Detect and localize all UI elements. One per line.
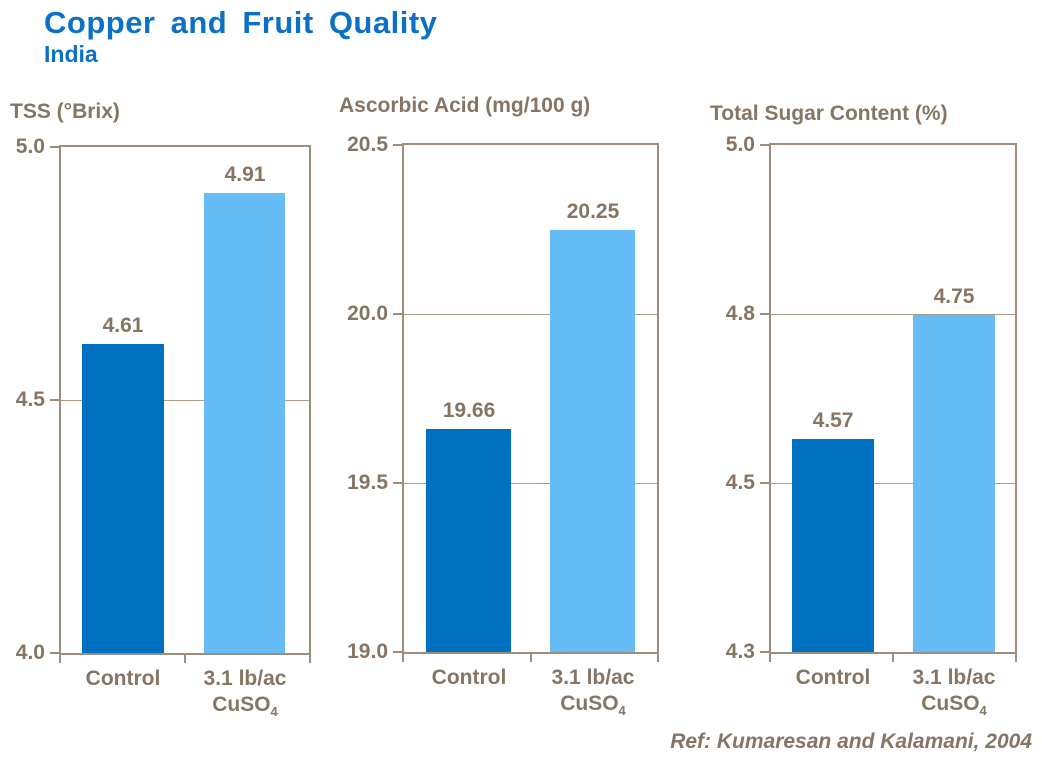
bar-treatment [913, 315, 995, 652]
gridline [771, 483, 1015, 484]
bar-value-label: 4.57 [812, 409, 854, 432]
y-axis-tick [393, 651, 402, 653]
subscript: 4 [618, 703, 626, 719]
page-subtitle: India [44, 41, 98, 67]
category-label-line: CuSO4 [212, 693, 278, 720]
category-label: Control [758, 665, 908, 691]
category-label-line: Control [431, 666, 507, 689]
subscript: 4 [270, 704, 278, 720]
x-axis-tick [657, 652, 659, 662]
y-axis-tick-label: 4.3 [725, 640, 755, 663]
y-axis-tick [393, 313, 402, 315]
y-axis-tick-label: 19.5 [347, 471, 388, 494]
category-label: Control [394, 665, 544, 691]
reference-citation: Ref: Kumaresan and Kalamani, 2004 [670, 730, 1032, 753]
y-axis-tick [50, 399, 59, 401]
y-axis-tick [760, 144, 769, 146]
plot-area: 5.0 4.8 4.5 4.3 4.57 Control 4.75 3.1 lb/ac CuSO… [726, 133, 1017, 717]
x-axis-tick [892, 652, 894, 662]
y-axis-tick [760, 482, 769, 484]
y-axis-tick-label: 20.0 [347, 302, 388, 325]
y-axis-tick [760, 651, 769, 653]
y-axis-tick-label: 4.5 [725, 471, 755, 494]
bar-control [82, 344, 164, 653]
bar-control [792, 439, 874, 652]
y-axis-tick [50, 652, 59, 654]
category-label-line: CuSO4 [560, 692, 626, 719]
x-axis-tick [309, 653, 311, 663]
category-label-line: Control [85, 667, 161, 690]
bar-value-label: 19.66 [442, 399, 496, 422]
chart-title: Ascorbic Acid (mg/100 g) [339, 94, 591, 117]
gridline [404, 483, 657, 484]
x-axis-tick [1015, 652, 1017, 662]
x-axis-tick [59, 653, 61, 663]
gridline [61, 400, 309, 401]
chart-title: TSS (°Brix) [10, 100, 120, 123]
category-label-line: Control [795, 666, 871, 689]
x-axis-tick [530, 652, 532, 662]
x-axis-tick [769, 652, 771, 662]
x-axis-tick [402, 652, 404, 662]
y-axis-tick-label: 4.0 [15, 641, 45, 664]
y-axis-tick-label: 5.0 [725, 133, 755, 156]
category-label: 3.1 lb/ac CuSO4 [879, 665, 1029, 717]
category-label: 3.1 lb/ac CuSO4 [518, 665, 668, 717]
bar-value-label: 4.61 [102, 314, 144, 337]
gridline [771, 314, 1015, 315]
subscript: 4 [979, 703, 987, 719]
category-label-line: 3.1 lb/ac [203, 667, 287, 690]
gridline [404, 314, 657, 315]
y-axis-tick [393, 144, 402, 146]
y-axis-tick-label: 5.0 [15, 135, 45, 158]
plot-area: 5.0 4.5 4.0 4.61 Control 4.91 3.1 lb/ac CuSO4 [16, 135, 311, 718]
y-axis-tick-label: 4.5 [15, 388, 45, 411]
y-axis-tick-label: 19.0 [347, 640, 388, 663]
chart-title: Total Sugar Content (%) [710, 102, 948, 125]
bar-value-label: 4.91 [224, 163, 266, 186]
page-title: Copper and Fruit Quality [44, 5, 438, 40]
bar-control [426, 429, 511, 652]
y-axis-tick-label: 4.8 [725, 302, 755, 325]
plot-area: 20.5 20.0 19.5 19.0 19.66 Control 20.25 3.1 lb/… [347, 133, 659, 717]
category-label-line: CuSO4 [921, 692, 987, 719]
category-label: Control [48, 666, 198, 692]
y-axis-tick [50, 146, 59, 148]
y-axis-tick [393, 482, 402, 484]
bar-value-label: 4.75 [933, 285, 975, 308]
y-axis-tick [760, 313, 769, 315]
bar-treatment [204, 193, 285, 653]
x-axis-tick [184, 653, 186, 663]
y-axis-tick-label: 20.5 [347, 133, 388, 156]
bar-value-label: 20.25 [566, 200, 620, 223]
bar-treatment [550, 230, 635, 652]
category-label: 3.1 lb/ac CuSO4 [170, 666, 320, 718]
category-label-line: 3.1 lb/ac [912, 666, 996, 689]
category-label-line: 3.1 lb/ac [551, 666, 635, 689]
